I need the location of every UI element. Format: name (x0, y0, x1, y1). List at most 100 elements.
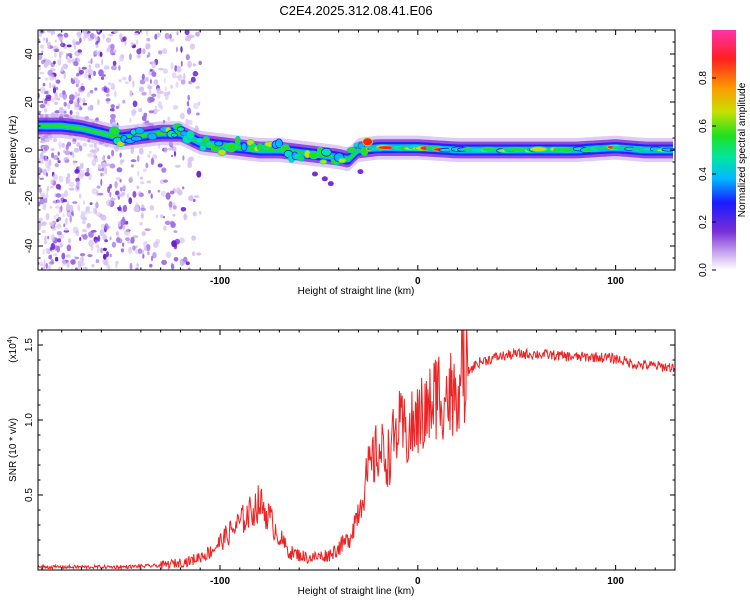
noise-speckle (109, 253, 113, 258)
snr-frame (37, 329, 676, 571)
noise-speckle (47, 43, 51, 50)
noise-speckle (136, 39, 139, 45)
noise-speckle (67, 102, 71, 110)
noise-speckle (155, 88, 161, 92)
noise-speckle (91, 263, 95, 268)
noise-speckle (51, 226, 57, 232)
noise-speckle (173, 257, 179, 262)
noise-speckle (108, 33, 114, 37)
noise-speckle (187, 60, 192, 68)
noise-speckle (160, 190, 167, 197)
noise-speckle (39, 261, 44, 267)
noise-speckle (161, 259, 168, 265)
noise-speckle (122, 204, 128, 212)
noise-speckle (120, 248, 124, 253)
ridge-blob (214, 140, 224, 147)
noise-speckle (88, 231, 94, 238)
ridge-blob (234, 135, 241, 146)
noise-speckle (109, 191, 112, 198)
noise-speckle (45, 192, 49, 199)
noise-speckle (76, 31, 82, 36)
noise-speckle (182, 186, 185, 190)
noise-speckle (183, 256, 188, 263)
noise-speckle (63, 223, 66, 228)
figure-title: C2E4.2025.312.08.41.E06 (279, 3, 432, 18)
noise-speckle (147, 84, 151, 90)
noise-speckle (38, 166, 42, 174)
ridge-blob (308, 151, 319, 160)
noise-speckle (167, 116, 170, 122)
noise-speckle (160, 214, 164, 219)
noise-speckle (128, 197, 132, 205)
noise-speckle (191, 235, 197, 241)
y-tick-label: 40 (24, 48, 35, 60)
noise-speckle (41, 50, 44, 54)
ridge-blob (297, 155, 305, 162)
noise-speckle (102, 172, 105, 177)
noise-speckle (158, 67, 165, 71)
noise-speckle (58, 175, 64, 183)
noise-speckle (81, 229, 87, 233)
noise-speckle (54, 94, 59, 101)
noise-speckle (176, 65, 182, 73)
noise-speckle (74, 267, 78, 270)
noise-speckle (93, 33, 97, 38)
noise-speckle (94, 49, 99, 56)
noise-speckle (38, 110, 42, 114)
snr-scale-label: (x104) (7, 336, 19, 363)
noise-speckle (146, 37, 151, 42)
noise-speckle (102, 253, 107, 260)
noise-speckle (173, 150, 177, 157)
noise-speckle (42, 97, 45, 105)
noise-speckle (184, 30, 190, 36)
noise-speckle (151, 157, 154, 165)
noise-speckle (120, 218, 127, 225)
noise-speckle (75, 256, 79, 260)
noise-speckle (72, 38, 76, 46)
noise-speckle (74, 169, 80, 174)
noise-speckle (130, 236, 135, 244)
noise-speckle (41, 221, 47, 226)
noise-speckle (102, 258, 109, 266)
noise-speckle (160, 105, 163, 111)
noise-speckle (72, 201, 78, 204)
noise-speckle (44, 155, 48, 160)
spectrogram-panel: -100 0 100 -40 -20 0 20 40 Height of straight l… (8, 29, 676, 297)
noise-speckle (64, 159, 70, 163)
noise-speckle (133, 32, 139, 36)
noise-speckle (46, 188, 49, 195)
noise-speckle (56, 157, 60, 161)
noise-speckle (171, 154, 174, 158)
noise-speckle (100, 214, 107, 221)
noise-speckle (78, 193, 82, 199)
noise-speckle (119, 152, 122, 158)
noise-speckle (109, 108, 115, 112)
noise-speckle (103, 65, 110, 70)
noise-speckle (57, 238, 62, 243)
noise-speckle (196, 252, 202, 256)
noise-speckle (168, 38, 175, 43)
noise-speckle (64, 150, 71, 156)
noise-speckle (155, 214, 159, 219)
noise-speckle (171, 72, 177, 79)
noise-speckle (95, 212, 102, 217)
noise-speckle (108, 82, 112, 86)
noise-speckle (82, 217, 88, 221)
snr-panel: -100 0 100 0.5 1.0 1.5 Height of straight lin… (7, 329, 676, 597)
noise-speckle (57, 160, 61, 164)
noise-speckle (141, 91, 147, 96)
noise-speckle (122, 36, 127, 42)
noise-speckle (145, 43, 151, 50)
noise-speckle (76, 142, 81, 148)
noise-speckle (132, 80, 135, 88)
noise-speckle (143, 78, 148, 82)
noise-speckle (39, 44, 45, 49)
noise-speckle (136, 262, 139, 270)
ridge-blob (507, 147, 526, 152)
noise-speckle (87, 153, 93, 158)
noise-speckle (96, 185, 101, 189)
noise-speckle (97, 192, 104, 196)
noise-speckle (77, 204, 81, 212)
noise-speckle (110, 113, 116, 119)
noise-speckle (115, 260, 119, 265)
